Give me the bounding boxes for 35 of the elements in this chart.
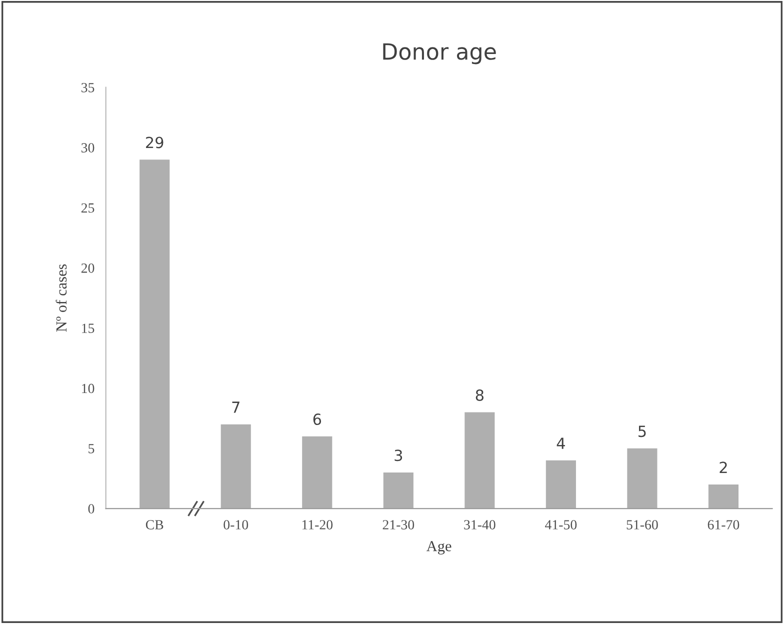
x-tick-label: CB <box>146 520 164 530</box>
data-label: 7 <box>232 402 240 413</box>
data-label: 8 <box>476 389 484 401</box>
x-tick-label: 21-30 <box>382 520 414 530</box>
y-tick-label: 0 <box>88 504 94 514</box>
y-tick-label: 10 <box>82 384 94 394</box>
y-tick-label: 20 <box>81 263 94 273</box>
data-label: 3 <box>394 450 402 462</box>
x-tick-label: 11-20 <box>302 520 333 530</box>
x-tick-label: 0-10 <box>224 520 248 530</box>
data-label: 4 <box>556 438 565 449</box>
bar <box>464 412 495 509</box>
y-tick-label: 30 <box>82 143 94 152</box>
bar <box>627 448 658 509</box>
x-tick-label: 51-60 <box>626 520 658 530</box>
bar <box>546 460 576 509</box>
x-tick-label: 41-50 <box>545 520 577 530</box>
bar <box>140 160 170 509</box>
bar <box>708 484 739 509</box>
bar <box>302 436 332 509</box>
y-tick-label: 35 <box>82 82 94 92</box>
x-axis-title: Age <box>426 541 452 554</box>
bar <box>383 472 414 509</box>
data-label: 5 <box>638 426 646 438</box>
chart-title: Donor age <box>383 43 496 64</box>
y-axis-title: Nº of cases <box>56 264 67 332</box>
x-tick-label: 31-40 <box>464 520 496 530</box>
bar <box>220 424 251 509</box>
x-tick-label: 61-70 <box>708 520 740 530</box>
y-tick-label: 5 <box>88 444 94 454</box>
data-label: 6 <box>313 414 322 426</box>
data-label: 2 <box>720 462 727 473</box>
y-tick-label: 25 <box>81 203 94 213</box>
y-tick-label: 15 <box>82 324 94 333</box>
data-label: 29 <box>146 136 164 148</box>
